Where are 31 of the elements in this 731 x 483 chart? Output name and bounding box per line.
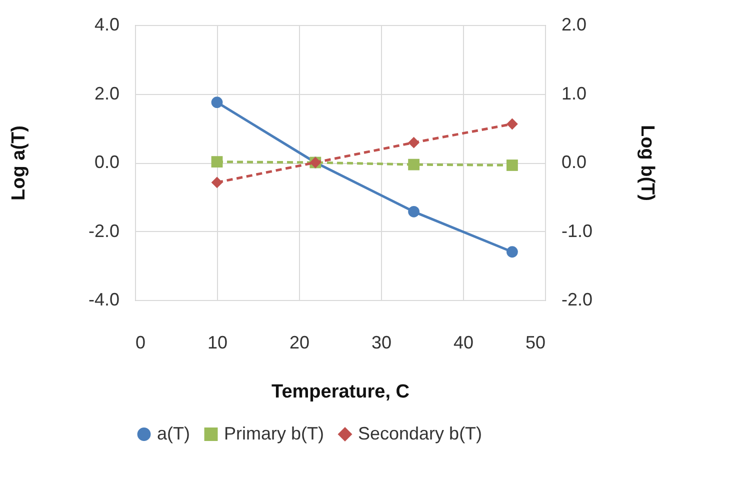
- y2-tick-label: 2.0: [562, 14, 587, 34]
- point: [408, 206, 420, 218]
- x-tick-label: 10: [207, 332, 228, 352]
- point: [506, 160, 518, 171]
- y-tick-label: -4.0: [88, 290, 120, 310]
- point: [211, 176, 223, 188]
- legend-label: Primary b(T): [224, 423, 324, 444]
- x-tick-label: 20: [289, 332, 310, 352]
- y2-tick-label: 1.0: [562, 83, 587, 104]
- y2-axis-title: Log b(T): [636, 125, 658, 201]
- y-axis-title: Log a(T): [8, 126, 30, 200]
- point: [506, 246, 518, 258]
- x-tick-label: 0: [136, 332, 146, 352]
- legend-label: Secondary b(T): [358, 423, 482, 444]
- y-tick-label: 2.0: [94, 83, 120, 104]
- y2-tick-label: -2.0: [562, 290, 593, 310]
- x-tick-label: 50: [525, 332, 546, 352]
- legend-label: a(T): [157, 423, 190, 444]
- point: [408, 136, 420, 148]
- point: [211, 156, 223, 168]
- x-tick-label: 40: [453, 332, 474, 352]
- y-tick-label: -2.0: [88, 220, 120, 241]
- point: [506, 118, 518, 130]
- x-axis-title: Temperature, C: [272, 382, 410, 402]
- y2-tick-label: 0.0: [562, 152, 587, 172]
- y-tick-label: 0.0: [94, 152, 120, 172]
- y2-tick-label: -1.0: [562, 220, 593, 241]
- y-tick-label: 4.0: [94, 14, 120, 34]
- x-tick-label: 30: [371, 332, 392, 352]
- point: [408, 158, 420, 170]
- point: [211, 96, 223, 108]
